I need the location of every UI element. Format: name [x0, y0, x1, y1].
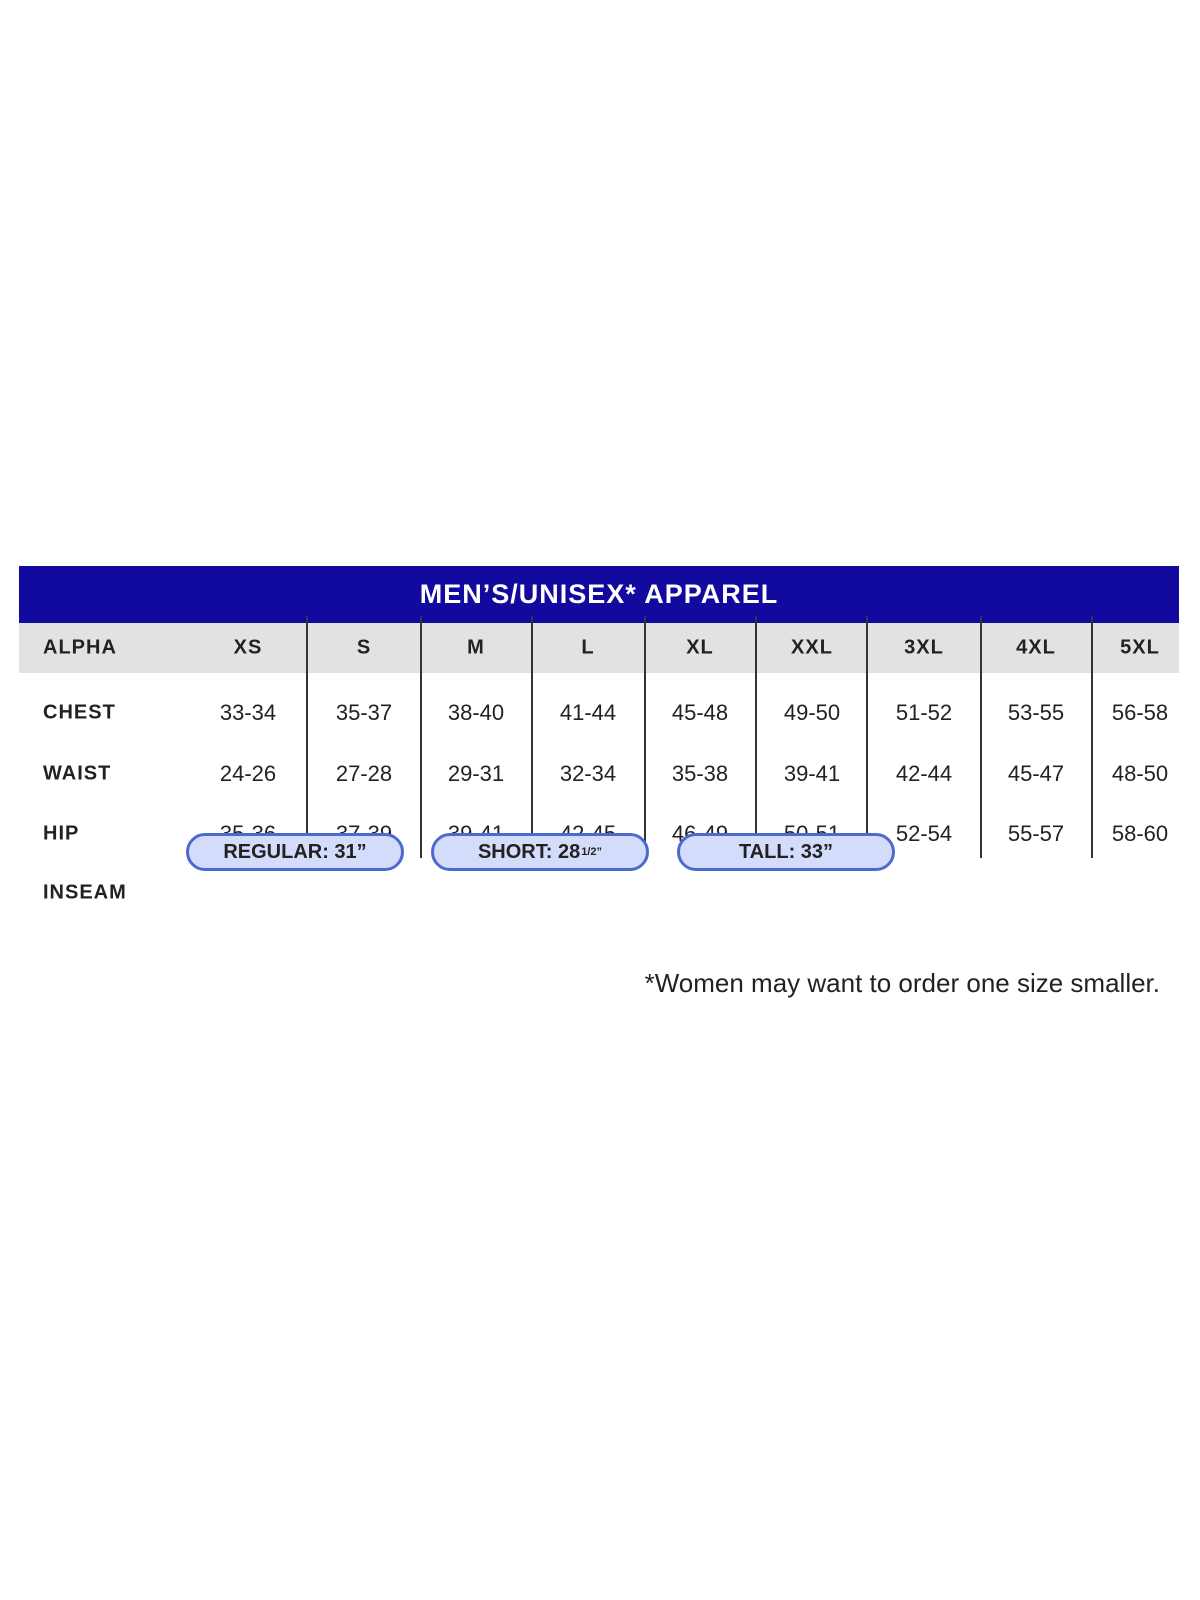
column-divider	[1091, 616, 1093, 858]
table-cell: 58-60	[1111, 821, 1169, 846]
size-header-4xl: 4XL	[1016, 636, 1056, 659]
size-header-xs: XS	[233, 636, 263, 659]
column-divider	[644, 616, 646, 858]
column-divider	[755, 616, 757, 858]
size-header-3xl: 3XL	[904, 636, 944, 659]
table-cell: 27-28	[335, 761, 393, 786]
pill-text: TALL: 33”	[738, 840, 834, 863]
table-cell: 53-55	[1007, 700, 1065, 725]
chart-title: MEN’S/UNISEX* APPAREL	[19, 566, 1179, 623]
table-cell: 33-34	[219, 700, 277, 725]
table-cell: 24-26	[219, 761, 277, 786]
table-cell: 45-48	[671, 700, 729, 725]
table-cell: 35-38	[671, 761, 729, 786]
table-cell: 56-58	[1111, 700, 1169, 725]
column-divider	[306, 616, 308, 858]
header-row	[19, 623, 1179, 673]
size-header-xl: XL	[686, 636, 714, 659]
table-cell: 29-31	[447, 761, 505, 786]
size-header-5xl: 5XL	[1120, 636, 1160, 659]
column-divider	[531, 616, 533, 858]
table-cell: 49-50	[783, 700, 841, 725]
column-divider	[420, 616, 422, 858]
table-cell: 38-40	[447, 700, 505, 725]
size-header-l: L	[581, 636, 595, 659]
table-cell: 41-44	[559, 700, 617, 725]
table-cell: 35-37	[335, 700, 393, 725]
column-divider	[866, 616, 868, 858]
size-header-m: M	[467, 636, 485, 659]
inseam-label: INSEAM	[43, 881, 127, 904]
header-label: ALPHA	[43, 636, 117, 659]
table-cell: 55-57	[1007, 821, 1065, 846]
column-divider	[980, 616, 982, 858]
table-cell: 45-47	[1007, 761, 1065, 786]
table-cell: 51-52	[895, 700, 953, 725]
pill-text: SHORT: 28	[477, 840, 581, 863]
row-label-chest: CHEST	[43, 701, 116, 724]
inseam-regular-pill: REGULAR: 31”	[186, 833, 404, 871]
table-cell: 52-54	[895, 821, 953, 846]
footnote: *Women may want to order one size smalle…	[644, 968, 1160, 998]
row-label-hip: HIP	[43, 822, 80, 845]
pill-fraction: 1/2”	[581, 846, 603, 858]
size-header-xxl: XXL	[791, 636, 833, 659]
table-cell: 39-41	[783, 761, 841, 786]
inseam-tall-pill: TALL: 33”	[677, 833, 895, 871]
table-cell: 32-34	[559, 761, 617, 786]
inseam-short-pill: SHORT: 28 1/2”	[431, 833, 649, 871]
size-header-s: S	[356, 636, 372, 659]
table-cell: 42-44	[895, 761, 953, 786]
table-cell: 48-50	[1111, 761, 1169, 786]
row-label-waist: WAIST	[43, 762, 112, 785]
pill-text: REGULAR: 31”	[223, 840, 367, 863]
